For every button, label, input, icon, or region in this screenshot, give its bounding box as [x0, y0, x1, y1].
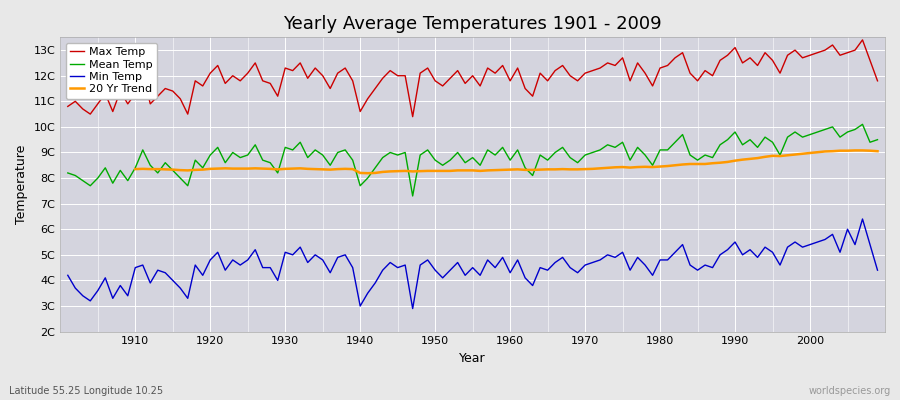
20 Yr Trend	[820, 149, 831, 154]
Mean Temp	[122, 178, 133, 183]
Max Temp	[872, 78, 883, 83]
X-axis label: Year: Year	[459, 352, 486, 365]
Mean Temp	[62, 170, 73, 175]
Min Temp	[62, 273, 73, 278]
Text: Latitude 55.25 Longitude 10.25: Latitude 55.25 Longitude 10.25	[9, 386, 163, 396]
20 Yr Trend	[842, 148, 853, 153]
20 Yr Trend	[363, 171, 374, 176]
Line: Mean Temp: Mean Temp	[68, 124, 878, 196]
20 Yr Trend	[302, 166, 313, 171]
Max Temp	[122, 102, 133, 106]
Max Temp	[62, 104, 73, 109]
Mean Temp	[332, 150, 343, 155]
Mean Temp	[872, 137, 883, 142]
Mean Temp	[602, 142, 613, 147]
Line: Min Temp: Min Temp	[68, 219, 878, 308]
Line: 20 Yr Trend: 20 Yr Trend	[135, 150, 878, 173]
20 Yr Trend	[580, 167, 590, 172]
Min Temp	[408, 306, 418, 311]
Max Temp	[602, 60, 613, 65]
Max Temp	[857, 38, 868, 42]
Text: worldspecies.org: worldspecies.org	[809, 386, 891, 396]
20 Yr Trend	[519, 168, 530, 172]
Min Temp	[122, 293, 133, 298]
Min Temp	[872, 268, 883, 272]
Min Temp	[287, 252, 298, 257]
Y-axis label: Temperature: Temperature	[15, 145, 28, 224]
Min Temp	[512, 258, 523, 262]
Min Temp	[332, 255, 343, 260]
Mean Temp	[512, 148, 523, 152]
Min Temp	[857, 217, 868, 222]
Mean Temp	[408, 194, 418, 198]
Mean Temp	[857, 122, 868, 127]
Max Temp	[332, 71, 343, 76]
Max Temp	[505, 78, 516, 83]
Mean Temp	[505, 158, 516, 162]
Max Temp	[408, 114, 418, 119]
Max Temp	[512, 66, 523, 70]
Title: Yearly Average Temperatures 1901 - 2009: Yearly Average Temperatures 1901 - 2009	[284, 15, 662, 33]
Max Temp	[287, 68, 298, 73]
Line: Max Temp: Max Temp	[68, 40, 878, 117]
Min Temp	[602, 252, 613, 257]
20 Yr Trend	[130, 167, 140, 172]
Legend: Max Temp, Mean Temp, Min Temp, 20 Yr Trend: Max Temp, Mean Temp, Min Temp, 20 Yr Tre…	[66, 43, 158, 99]
20 Yr Trend	[850, 148, 860, 153]
Min Temp	[505, 270, 516, 275]
20 Yr Trend	[273, 167, 284, 172]
20 Yr Trend	[872, 149, 883, 154]
Mean Temp	[287, 148, 298, 152]
